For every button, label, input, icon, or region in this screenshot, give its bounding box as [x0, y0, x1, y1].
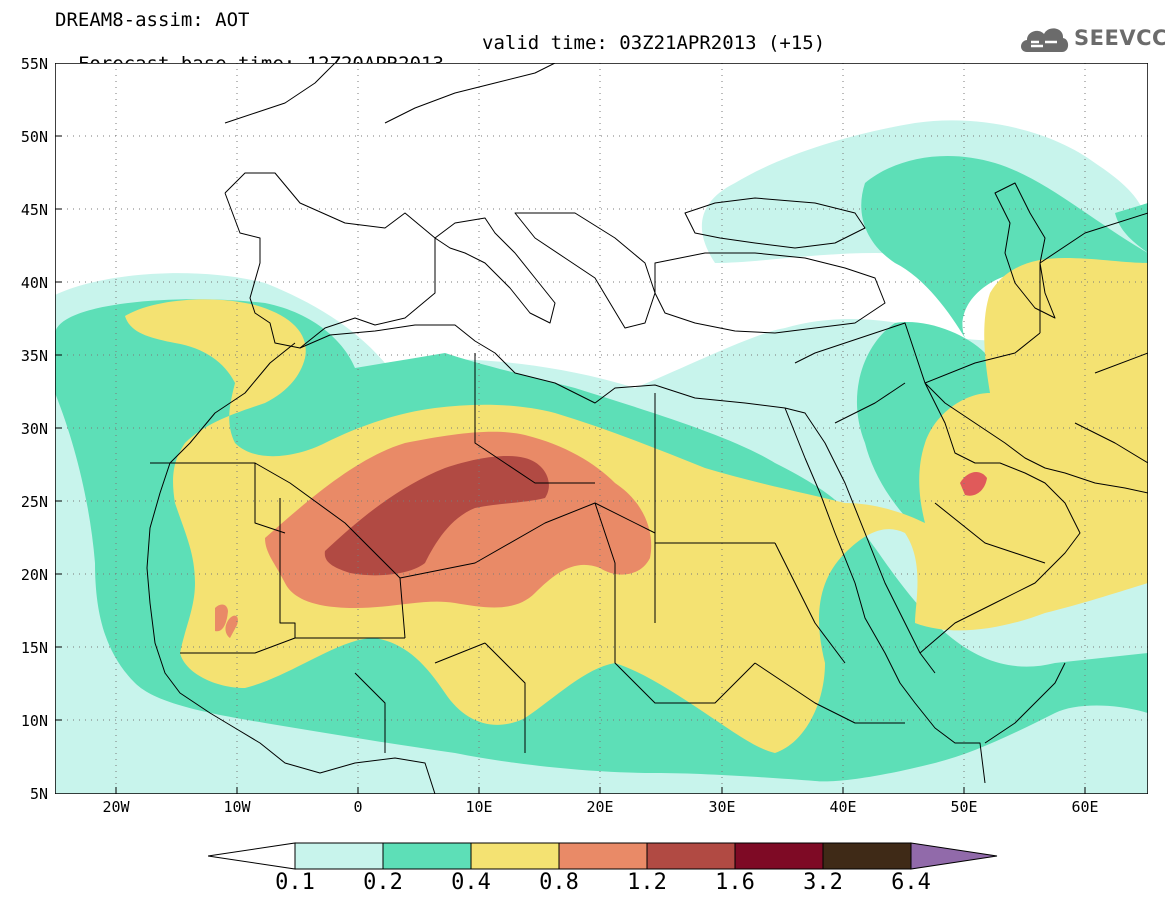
seevccc-logo: SEEVCCC — [1017, 22, 1165, 56]
aot-map — [55, 63, 1148, 794]
colorbar-segment — [558, 842, 648, 870]
coastlines-borders — [146, 63, 1148, 794]
colorbar-label: 0.2 — [363, 870, 403, 895]
lat-label: 55N — [20, 55, 48, 73]
colorbar-label: 0.4 — [451, 870, 491, 895]
colorbar-segment — [646, 842, 736, 870]
lon-label: 40E — [829, 798, 857, 816]
graticule — [55, 63, 1148, 794]
colorbar — [208, 842, 998, 870]
lon-label: 0 — [353, 798, 363, 816]
lon-label: 30E — [708, 798, 736, 816]
lat-label: 30N — [20, 420, 48, 438]
lat-label: 25N — [20, 493, 48, 511]
lon-label: 60E — [1071, 798, 1099, 816]
lon-label: 10W — [223, 798, 251, 816]
colorbar-over-arrow — [910, 842, 998, 870]
lat-label: 40N — [20, 274, 48, 292]
colorbar-segment — [734, 842, 824, 870]
colorbar-segment — [822, 842, 912, 870]
logo-text: SEEVCCC — [1074, 26, 1165, 50]
title-line-1: DREAM8-assim: AOT — [55, 9, 250, 31]
colorbar-label: 1.6 — [715, 870, 755, 895]
colorbar-segment — [382, 842, 472, 870]
lon-label: 50E — [950, 798, 978, 816]
lon-label: 20E — [586, 798, 614, 816]
valid-time: valid time: 03Z21APR2013 (+15) — [482, 32, 826, 54]
colorbar-label: 0.8 — [539, 870, 579, 895]
lat-label: 35N — [20, 347, 48, 365]
lat-label: 45N — [20, 201, 48, 219]
cloud-icon — [1021, 28, 1069, 52]
aot-1.2-1.6-region — [324, 456, 987, 576]
colorbar-segment — [470, 842, 560, 870]
colorbar-segment — [294, 842, 384, 870]
lon-label: 10E — [465, 798, 493, 816]
lat-label: 5N — [29, 785, 48, 803]
colorbar-label: 1.2 — [627, 870, 667, 895]
lat-label: 10N — [20, 712, 48, 730]
colorbar-label: 6.4 — [891, 870, 931, 895]
lon-label: 20W — [102, 798, 130, 816]
lat-label: 50N — [20, 128, 48, 146]
colorbar-under-arrow — [208, 842, 296, 870]
colorbar-label: 0.1 — [275, 870, 315, 895]
lat-label: 15N — [20, 639, 48, 657]
lat-label: 20N — [20, 566, 48, 584]
axis-ticks — [55, 135, 1086, 794]
colorbar-label: 3.2 — [803, 870, 843, 895]
